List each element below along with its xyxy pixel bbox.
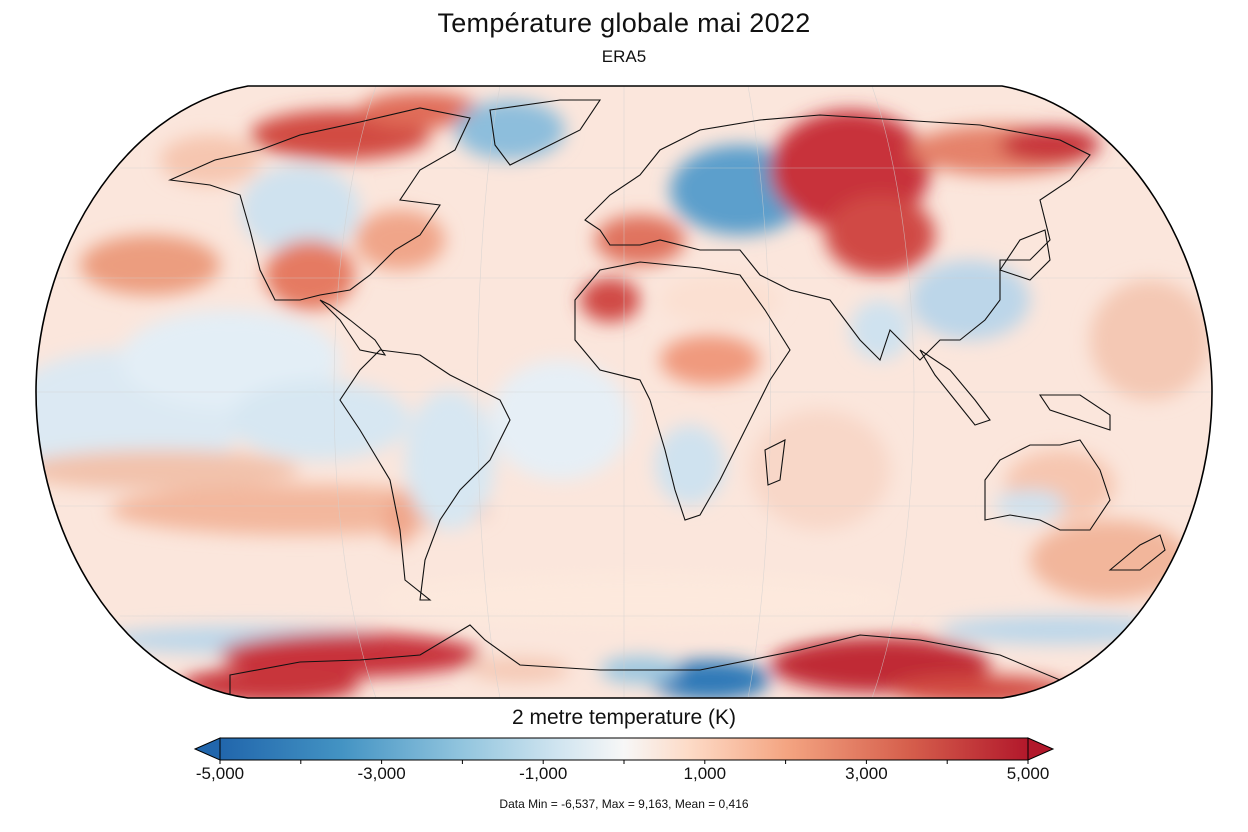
data-stats: Data Min = -6,537, Max = 9,163, Mean = 0… [499, 797, 749, 811]
colorbar-ticks [219, 760, 1029, 764]
colorbar-tick-label: 3,000 [845, 764, 888, 783]
globe-outline [35, 85, 1213, 699]
colorbar-tick-label: 5,000 [1006, 764, 1050, 783]
colorbar-tick-label: -3,000 [357, 764, 406, 783]
map-subtitle: ERA5 [601, 47, 647, 66]
colorbar-tick-label: -1,000 [519, 764, 568, 783]
anomaly-field [36, 86, 1212, 698]
colorbar-extend-max [1027, 737, 1055, 761]
anomaly-patches [36, 92, 1210, 698]
colorbar-label: 2 metre temperature (K) [511, 706, 737, 729]
world-map [35, 85, 1213, 699]
colorbar-gradient [219, 737, 1029, 761]
colorbar [193, 737, 1055, 764]
graticule [36, 86, 1212, 698]
colorbar-extend-min [193, 737, 221, 761]
colorbar-tick-label: 1,000 [683, 764, 727, 783]
colorbar-tick-label: -5,000 [195, 764, 245, 783]
map-title: Température globale mai 2022 [437, 8, 811, 38]
